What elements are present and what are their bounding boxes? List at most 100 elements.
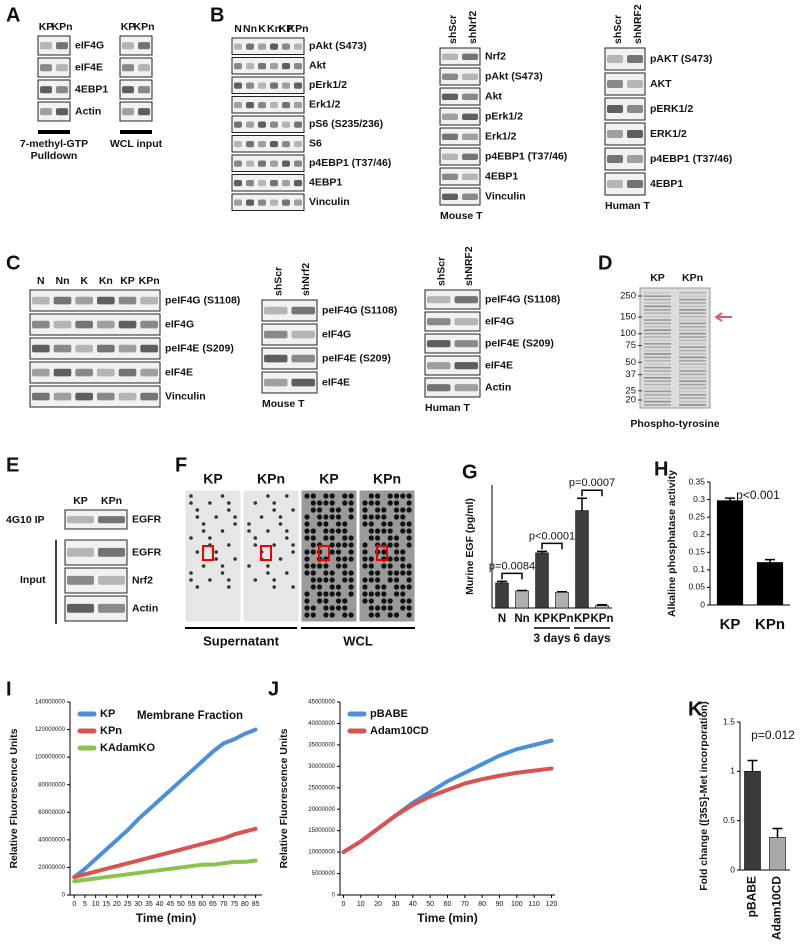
band	[291, 378, 315, 387]
band	[140, 296, 158, 305]
array-dot	[317, 584, 323, 590]
gel-band	[644, 329, 671, 331]
band	[32, 368, 50, 377]
band	[607, 155, 623, 163]
array-dot	[272, 578, 277, 582]
band	[118, 344, 137, 353]
array-dot	[387, 612, 393, 618]
row-label: 4EBP1	[650, 178, 683, 190]
group-label: 6 days	[573, 631, 611, 645]
array-dot	[375, 605, 381, 611]
array-dot	[310, 612, 316, 618]
array-dot	[375, 584, 381, 590]
x-tick-label: 10	[92, 901, 100, 908]
error-bar	[497, 580, 507, 583]
gel-band	[679, 312, 706, 314]
array-dot	[304, 563, 310, 569]
band	[246, 62, 254, 70]
row-label: p4EBP1 (T37/46)	[309, 157, 391, 169]
band	[270, 121, 278, 128]
y-axis-label: Fold change ([35S]-Met incorporation)	[698, 701, 710, 891]
lane-label: KP	[319, 471, 338, 487]
array-dot	[368, 556, 374, 562]
array-dot	[375, 612, 381, 618]
array-dot	[368, 570, 374, 576]
band	[67, 516, 94, 524]
array-dot	[387, 605, 393, 611]
x-tick-label: 0	[342, 901, 346, 908]
bar	[535, 552, 549, 609]
array-dot	[362, 521, 368, 527]
band	[67, 603, 94, 613]
band	[67, 575, 94, 585]
array-dot	[304, 556, 310, 562]
blot-strip	[424, 333, 481, 354]
array-dot	[375, 577, 381, 583]
band	[234, 121, 242, 128]
band	[118, 320, 137, 329]
array-dot	[348, 549, 354, 555]
lane-label: N	[234, 23, 242, 35]
lane-label: shNRF2	[463, 246, 475, 286]
array-dot	[381, 514, 387, 520]
band	[294, 82, 302, 89]
lane-label: KPn	[139, 275, 160, 287]
array-dot	[317, 507, 323, 513]
band	[627, 80, 643, 88]
array-dot	[400, 528, 406, 534]
caption-bar	[38, 130, 70, 134]
band	[75, 344, 93, 353]
gel-band	[679, 295, 706, 297]
array-dot	[362, 577, 368, 583]
band	[294, 43, 302, 50]
array-dot	[335, 528, 342, 534]
lane-label: KPn	[373, 471, 401, 487]
array-dot	[342, 605, 348, 611]
gel-band	[644, 302, 671, 304]
band	[291, 306, 315, 315]
array-dot	[335, 514, 342, 520]
blot-caption: Mouse T	[440, 210, 483, 222]
array-dot	[304, 570, 310, 576]
gel-band	[679, 305, 706, 308]
band	[442, 193, 458, 200]
band	[118, 368, 137, 377]
gel-band	[644, 346, 671, 348]
array-dot	[381, 549, 387, 555]
highlight-box	[318, 545, 330, 561]
band	[140, 392, 158, 401]
band	[75, 296, 93, 305]
row-label: EGFR	[132, 513, 162, 525]
gel-band	[644, 390, 671, 393]
gel-band	[644, 336, 671, 338]
array-dot	[304, 493, 310, 499]
array-dot	[291, 543, 295, 547]
row-label: eIF4G	[485, 315, 514, 327]
y-tick-label: 40000000	[308, 721, 335, 727]
array-dot	[368, 500, 374, 506]
lane-label: KPn	[288, 23, 309, 35]
array-dot	[304, 605, 310, 611]
gel-band	[644, 349, 671, 352]
bar	[575, 510, 589, 609]
band	[122, 108, 134, 116]
row-label: Nrf2	[485, 50, 506, 62]
array-dot	[278, 557, 283, 561]
array-dot	[335, 521, 342, 527]
array-dot	[400, 584, 406, 590]
array-caption: Supernatant	[203, 633, 280, 648]
array-dot	[189, 578, 193, 582]
blot-strip	[439, 147, 481, 166]
array-dot	[368, 591, 374, 597]
bar	[515, 590, 529, 609]
row-label: Nrf2	[132, 574, 153, 586]
array-dot	[406, 535, 412, 541]
x-axis-label: Time (min)	[136, 911, 196, 925]
input-label: Input	[20, 574, 46, 586]
band	[246, 179, 254, 187]
array-dot	[266, 529, 270, 533]
row-label: peIF4E (S209)	[165, 342, 234, 354]
gel-band	[644, 377, 671, 379]
array-dot	[348, 577, 354, 583]
row-label: 4EBP1	[309, 177, 342, 189]
